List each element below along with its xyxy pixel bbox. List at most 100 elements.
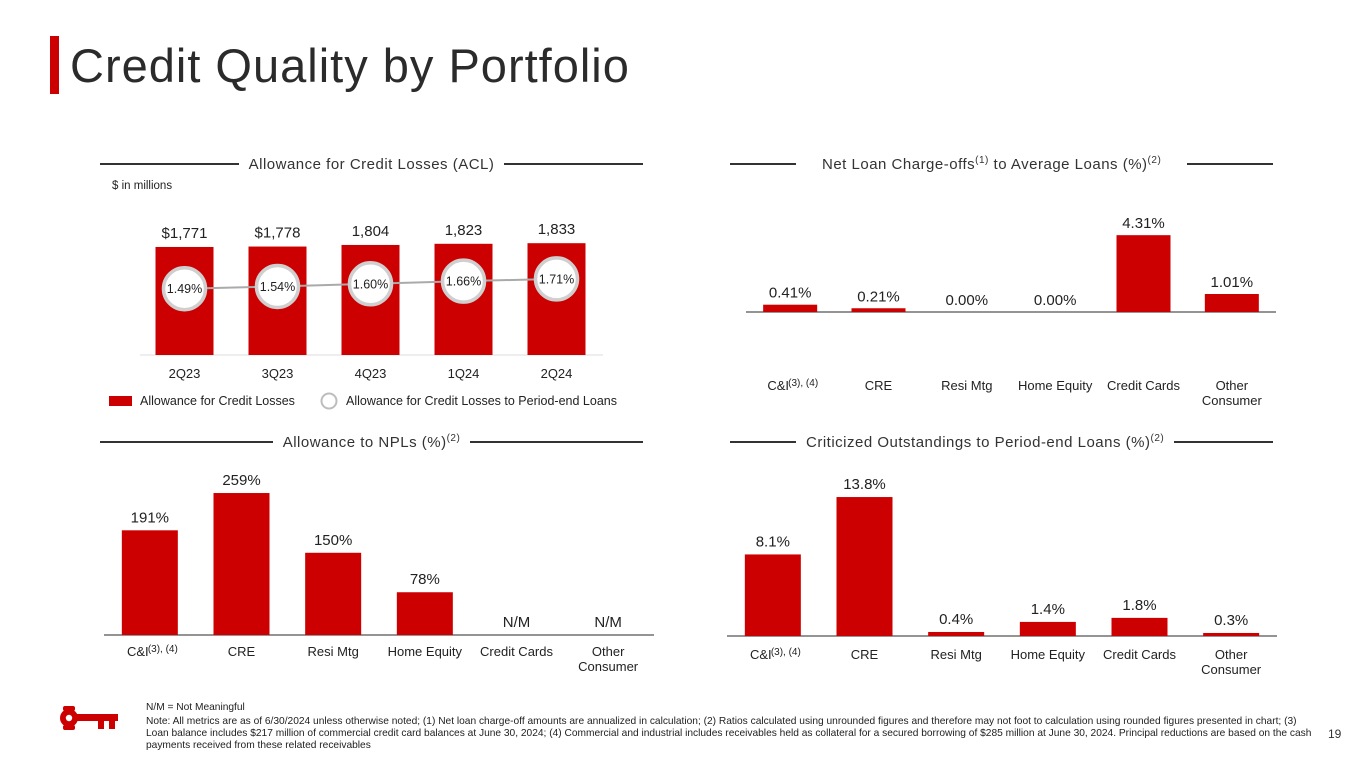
acl-section-heading: Allowance for Credit Losses (ACL) bbox=[100, 154, 644, 174]
acl-category-label-4: 2Q24 bbox=[541, 366, 573, 381]
crit-bar-0 bbox=[744, 554, 801, 636]
nco-bar-0 bbox=[763, 304, 818, 312]
nco-bar-1 bbox=[851, 308, 906, 312]
acl-category-label-3: 1Q24 bbox=[448, 366, 480, 381]
npl-bar-3 bbox=[396, 592, 453, 635]
nco-category-label-0: C&I bbox=[767, 378, 789, 393]
crit-heading-text: Criticized Outstandings to Period-end Lo… bbox=[806, 434, 1151, 451]
acl-value-label-0: $1,771 bbox=[162, 225, 208, 242]
crit-heading-sup: (2) bbox=[1150, 433, 1165, 444]
heading-rule-left bbox=[100, 441, 273, 443]
nco-value-label-0: 0.41% bbox=[769, 285, 812, 302]
acl-ratio-marker-1 bbox=[254, 263, 301, 310]
npl-heading-sup: (2) bbox=[446, 433, 461, 444]
acl-ratio-marker-0 bbox=[161, 265, 208, 312]
acl-ratio-marker-2 bbox=[347, 261, 394, 307]
acl-category-label-2: 4Q23 bbox=[355, 366, 387, 381]
nco-value-label-4: 4.31% bbox=[1122, 215, 1165, 232]
npl-category-label-5-line2: Consumer bbox=[578, 659, 639, 674]
nco-heading-sup2: (2) bbox=[1147, 155, 1162, 166]
heading-rule-left bbox=[730, 441, 796, 443]
crit-category-label-3: Home Equity bbox=[1011, 647, 1086, 662]
npl-value-label-5: N/M bbox=[594, 614, 622, 631]
nco-heading-part2: to Average Loans (%) bbox=[988, 156, 1148, 173]
nco-heading-label: Net Loan Charge-offs(1) to Average Loans… bbox=[796, 155, 1187, 173]
heading-rule-right bbox=[1187, 163, 1273, 165]
nco-value-label-1: 0.21% bbox=[857, 288, 900, 305]
crit-category-label-5-line1: Other bbox=[1215, 647, 1248, 662]
nco-value-label-5: 1.01% bbox=[1211, 274, 1254, 291]
npl-bar-1 bbox=[213, 493, 270, 635]
heading-rule-right bbox=[470, 441, 644, 443]
npl-category-label-2: Resi Mtg bbox=[308, 644, 359, 659]
nco-category-label-5-line1: Other bbox=[1216, 378, 1249, 393]
nco-heading-sup1: (1) bbox=[975, 155, 989, 166]
heading-rule-right bbox=[1174, 441, 1273, 443]
npl-section-heading: Allowance to NPLs (%)(2) bbox=[100, 432, 644, 452]
key-logo-icon bbox=[60, 706, 118, 730]
npl-category-label-4: Credit Cards bbox=[480, 644, 553, 659]
nco-category-label-1: CRE bbox=[865, 378, 893, 393]
crit-value-label-4: 1.8% bbox=[1122, 597, 1156, 614]
acl-category-label-1: 3Q23 bbox=[262, 366, 294, 381]
title-accent-bar bbox=[50, 36, 59, 94]
acl-ratio-label-2: 1.60% bbox=[353, 277, 388, 291]
crit-category-label-1: CRE bbox=[851, 647, 879, 662]
npl-value-label-3: 78% bbox=[410, 571, 440, 588]
footnote-note: Note: All metrics are as of 6/30/2024 un… bbox=[146, 716, 1312, 751]
acl-units-label: $ in millions bbox=[112, 180, 173, 192]
acl-legend-bars-label: Allowance for Credit Losses bbox=[140, 394, 295, 408]
acl-ratio-label-4: 1.71% bbox=[539, 272, 574, 286]
crit-bar-5 bbox=[1203, 632, 1260, 636]
heading-rule-left bbox=[100, 163, 239, 165]
footnote-nm: N/M = Not Meaningful bbox=[146, 702, 245, 713]
crit-category-label-4: Credit Cards bbox=[1103, 647, 1176, 662]
heading-rule-left bbox=[730, 163, 796, 165]
crit-value-label-0: 8.1% bbox=[756, 533, 790, 550]
npl-value-label-2: 150% bbox=[314, 532, 352, 549]
crit-bar-2 bbox=[928, 631, 985, 636]
circle-outline-icon bbox=[320, 392, 338, 410]
nco-category-note-0: (3), (4) bbox=[788, 378, 818, 389]
crit-bar-3 bbox=[1019, 621, 1076, 636]
crit-heading-label: Criticized Outstandings to Period-end Lo… bbox=[796, 433, 1174, 451]
crit-section-heading: Criticized Outstandings to Period-end Lo… bbox=[730, 432, 1273, 452]
page-title: Credit Quality by Portfolio bbox=[70, 39, 630, 92]
crit-bar-1 bbox=[836, 497, 893, 636]
acl-ratio-label-0: 1.49% bbox=[167, 282, 202, 296]
red-square-icon bbox=[109, 396, 132, 406]
npl-heading-label: Allowance to NPLs (%)(2) bbox=[273, 433, 471, 451]
npl-category-label-0: C&I bbox=[127, 644, 149, 659]
heading-rule-right bbox=[504, 163, 644, 165]
nco-value-label-2: 0.00% bbox=[946, 292, 989, 309]
acl-value-label-3: 1,823 bbox=[445, 222, 483, 239]
npl-value-label-1: 259% bbox=[222, 472, 260, 489]
crit-category-note-0: (3), (4) bbox=[771, 647, 801, 658]
acl-heading-label: Allowance for Credit Losses (ACL) bbox=[248, 155, 495, 173]
npl-bar-0 bbox=[121, 530, 178, 635]
nco-category-label-5-line2: Consumer bbox=[1202, 393, 1263, 408]
npl-category-label-3: Home Equity bbox=[388, 644, 463, 659]
npl-category-label-5-line1: Other bbox=[592, 644, 625, 659]
nco-category-label-3: Home Equity bbox=[1018, 378, 1093, 393]
nco-bar-5 bbox=[1204, 293, 1259, 312]
npl-heading-text: Allowance to NPLs (%) bbox=[282, 434, 447, 451]
nco-category-label-2: Resi Mtg bbox=[941, 378, 992, 393]
acl-legend-line-label: Allowance for Credit Losses to Period-en… bbox=[346, 394, 617, 408]
npl-value-label-4: N/M bbox=[503, 614, 531, 631]
crit-category-label-2: Resi Mtg bbox=[931, 647, 982, 662]
crit-value-label-2: 0.4% bbox=[939, 611, 973, 628]
npl-category-label-1: CRE bbox=[228, 644, 256, 659]
footnotes: N/M = Not Meaningful Note: All metrics a… bbox=[146, 702, 1316, 754]
acl-ratio-marker-3 bbox=[440, 258, 487, 304]
npl-category-note-0: (3), (4) bbox=[148, 644, 178, 655]
acl-ratio-label-1: 1.54% bbox=[260, 280, 295, 294]
nco-value-label-3: 0.00% bbox=[1034, 292, 1077, 309]
npl-value-label-0: 191% bbox=[131, 509, 169, 526]
nco-section-heading: Net Loan Charge-offs(1) to Average Loans… bbox=[730, 154, 1273, 174]
nco-bar-4 bbox=[1116, 235, 1171, 312]
crit-category-label-0: C&I bbox=[750, 647, 772, 662]
crit-value-label-5: 0.3% bbox=[1214, 612, 1248, 629]
crit-value-label-3: 1.4% bbox=[1031, 601, 1065, 618]
